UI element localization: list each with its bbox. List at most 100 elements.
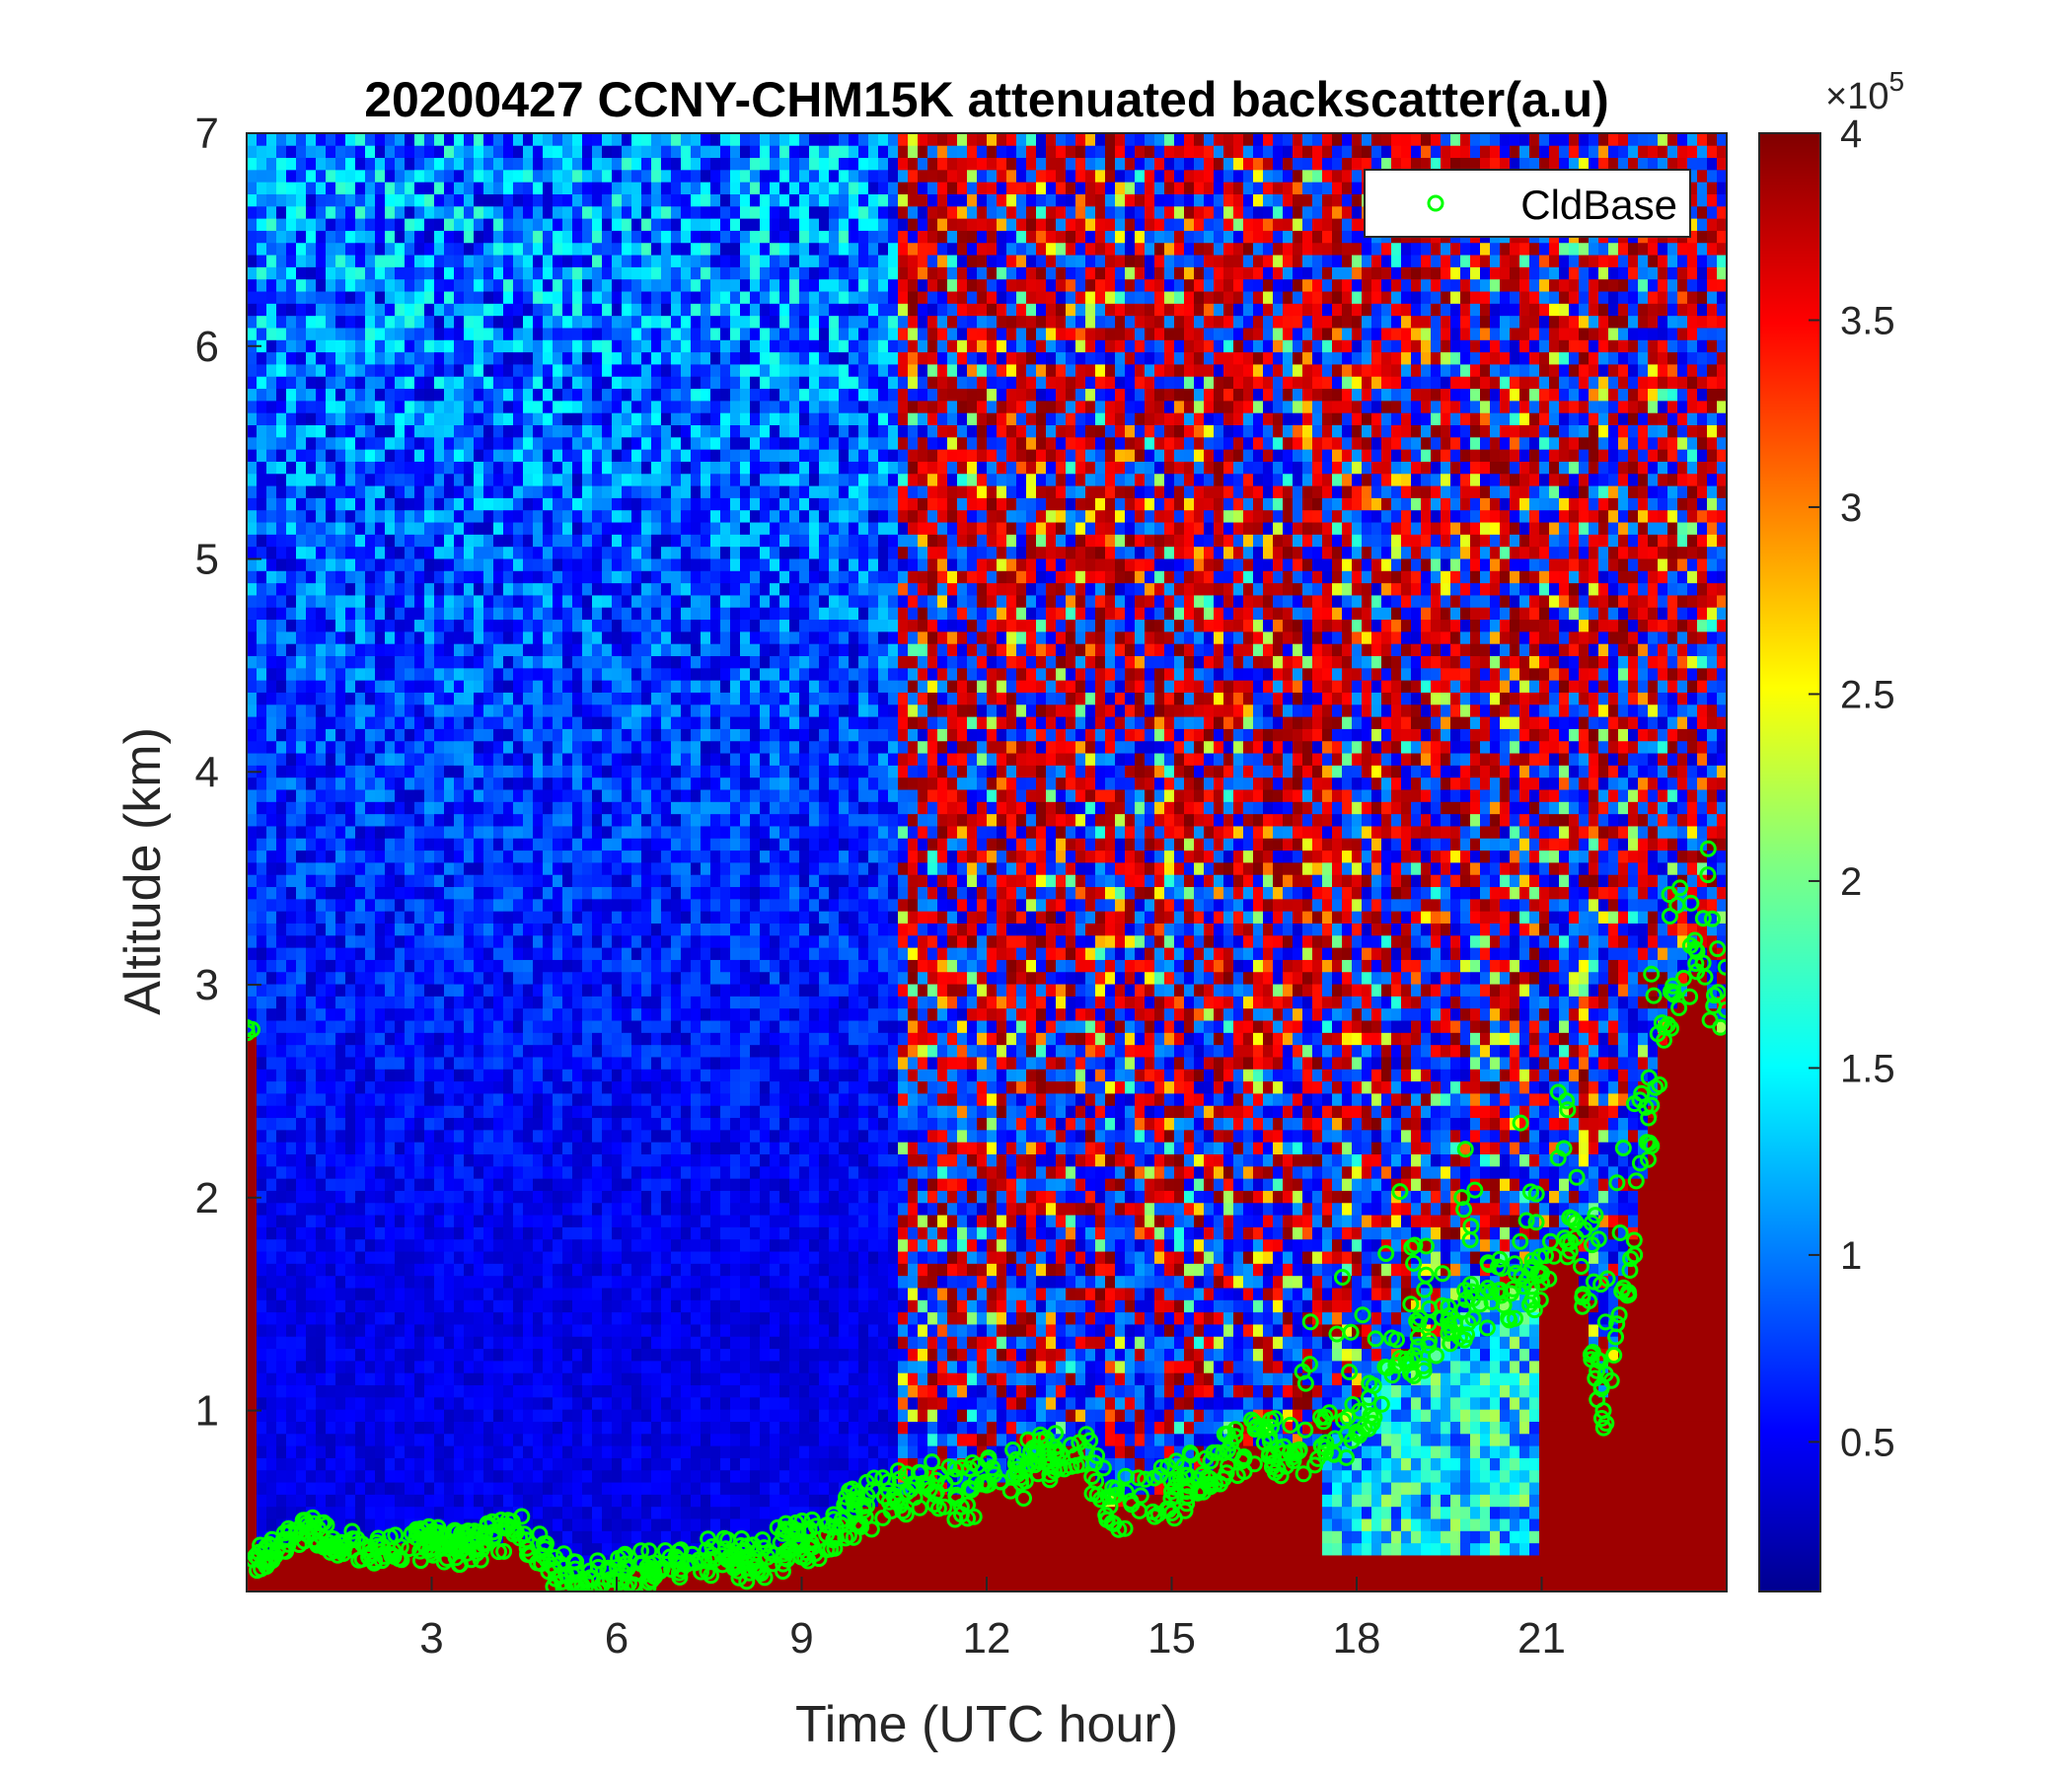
heatmap-cell <box>493 789 504 802</box>
heatmap-cell <box>612 801 623 815</box>
heatmap-cell <box>533 1482 544 1495</box>
heatmap-cell <box>444 1020 455 1033</box>
heatmap-cell <box>247 1153 258 1167</box>
heatmap-cell <box>257 509 267 523</box>
heatmap-cell <box>395 1190 406 1204</box>
heatmap-cell <box>543 546 554 559</box>
heatmap-cell <box>543 850 554 863</box>
heatmap-cell <box>533 242 544 256</box>
heatmap-cell <box>631 703 642 717</box>
heatmap-cell <box>631 1178 642 1191</box>
heatmap-cell <box>276 1409 287 1422</box>
heatmap-cell <box>306 886 317 900</box>
heatmap-cell <box>513 1469 524 1483</box>
heatmap-cell <box>454 947 465 960</box>
heatmap-cell <box>306 1299 317 1313</box>
heatmap-cell <box>316 1057 327 1070</box>
heatmap-cell <box>444 838 455 851</box>
heatmap-cell <box>562 570 573 584</box>
heatmap-cell <box>572 424 583 438</box>
heatmap-cell <box>375 497 386 511</box>
heatmap-cell <box>444 959 455 973</box>
heatmap-cell <box>296 996 307 1009</box>
heatmap-cell <box>306 996 317 1009</box>
heatmap-cell <box>631 1506 642 1519</box>
heatmap-cell <box>553 1215 563 1227</box>
heatmap-cell <box>424 1142 435 1154</box>
heatmap-cell <box>464 934 475 948</box>
heatmap-cell <box>434 1117 445 1131</box>
heatmap-cell <box>444 886 455 900</box>
heatmap-cell <box>335 205 346 219</box>
heatmap-cell <box>464 923 475 936</box>
heatmap-cell <box>602 1251 613 1264</box>
heatmap-cell <box>572 607 583 621</box>
heatmap-cell <box>296 850 307 863</box>
heatmap-cell <box>444 984 455 997</box>
heatmap-cell <box>503 291 514 304</box>
heatmap-cell <box>602 1409 613 1422</box>
heatmap-cell <box>582 485 593 498</box>
heatmap-cell <box>602 485 613 498</box>
heatmap-cell <box>316 1093 327 1106</box>
heatmap-cell <box>592 595 603 608</box>
heatmap-cell <box>424 534 435 548</box>
heatmap-cell <box>444 218 455 231</box>
heatmap-cell <box>345 850 356 863</box>
heatmap-cell <box>444 558 455 571</box>
heatmap-cell <box>335 1506 346 1519</box>
heatmap-cell <box>543 351 554 365</box>
heatmap-cell <box>483 1518 494 1531</box>
heatmap-cell <box>631 303 642 317</box>
heatmap-cell <box>375 595 386 608</box>
heatmap-cell <box>335 1409 346 1422</box>
heatmap-cell <box>602 655 613 669</box>
heatmap-cell <box>444 266 455 280</box>
heatmap-cell <box>365 230 376 244</box>
heatmap-cell <box>483 522 494 535</box>
heatmap-cell <box>306 1506 317 1519</box>
heatmap-cell <box>316 643 327 657</box>
heatmap-cell <box>414 449 425 462</box>
heatmap-cell <box>572 230 583 244</box>
heatmap-cell <box>306 242 317 256</box>
heatmap-cell <box>266 388 277 402</box>
heatmap-cell <box>355 1433 366 1446</box>
heatmap-cell <box>474 655 484 669</box>
heatmap-cell <box>523 328 534 340</box>
heatmap-cell <box>631 388 642 402</box>
heatmap-cell <box>365 1238 376 1252</box>
heatmap-cell <box>622 947 632 960</box>
heatmap-cell <box>622 1142 632 1154</box>
heatmap-cell <box>276 934 287 948</box>
heatmap-cell <box>562 546 573 559</box>
heatmap-cell <box>641 255 652 267</box>
heatmap-cell <box>335 789 346 802</box>
heatmap-cell <box>257 850 267 863</box>
heatmap-cell <box>444 667 455 681</box>
heatmap-cell <box>414 862 425 875</box>
heatmap-cell <box>247 1044 258 1058</box>
heatmap-cell <box>375 862 386 875</box>
heatmap-cell <box>513 1567 524 1581</box>
heatmap-cell <box>474 630 484 644</box>
heatmap-cell <box>355 898 366 912</box>
heatmap-cell <box>405 412 415 425</box>
heatmap-cell <box>395 655 406 669</box>
heatmap-cell <box>572 826 583 839</box>
heatmap-cell <box>641 546 652 559</box>
heatmap-cell <box>434 801 445 815</box>
heatmap-cell <box>641 1445 652 1458</box>
heatmap-cell <box>335 1372 346 1386</box>
heatmap-cell <box>395 1069 406 1082</box>
heatmap-cell <box>622 607 632 621</box>
heatmap-cell <box>276 850 287 863</box>
heatmap-cell <box>651 1275 662 1289</box>
heatmap-cell <box>257 339 267 353</box>
heatmap-cell <box>602 1360 613 1373</box>
heatmap-cell <box>602 424 613 438</box>
heatmap-cell <box>345 655 356 669</box>
heatmap-cell <box>434 266 445 280</box>
heatmap-cell <box>355 740 366 754</box>
heatmap-cell <box>266 1032 277 1046</box>
